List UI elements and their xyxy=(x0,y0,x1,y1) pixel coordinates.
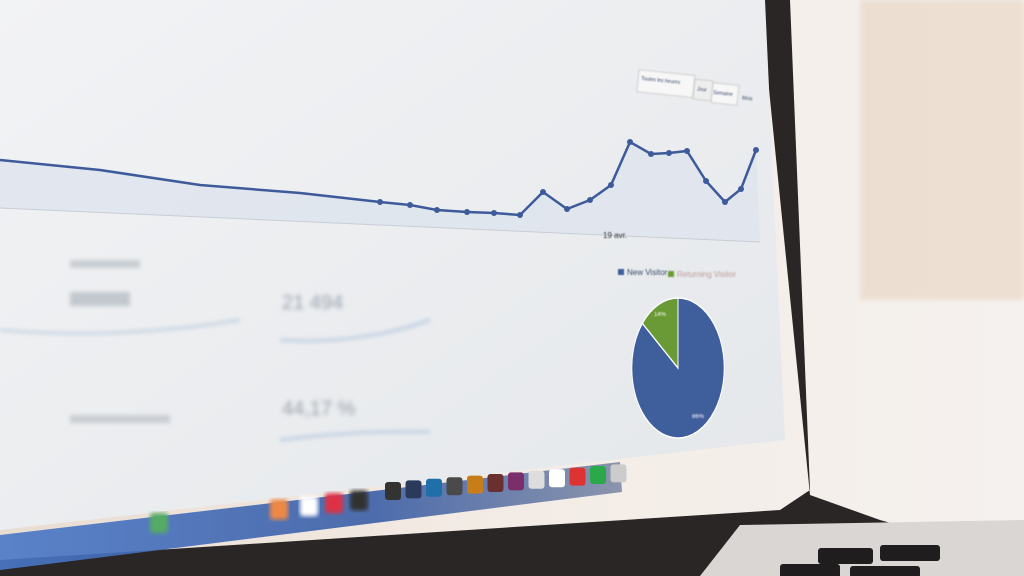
screen xyxy=(0,0,785,530)
keyboard-keys xyxy=(780,545,940,576)
date-label: 19 avr. xyxy=(603,231,628,240)
stat-value-rate: 44,17 % xyxy=(282,398,356,420)
line-chart-point xyxy=(608,182,614,188)
legend-swatch-returning xyxy=(668,271,674,277)
line-chart-series xyxy=(0,140,758,217)
x-axis xyxy=(0,207,761,243)
line-chart-point xyxy=(491,210,497,216)
line-chart-point xyxy=(564,206,570,212)
pie-label-returning: 14% xyxy=(654,312,667,318)
line-chart-area xyxy=(0,142,760,242)
line-chart-point xyxy=(666,150,672,156)
line-chart-point xyxy=(648,151,654,157)
dock-app-icon[interactable] xyxy=(446,477,463,496)
dock-app-icon[interactable] xyxy=(569,467,586,486)
line-chart-point xyxy=(703,178,709,184)
pie-chart xyxy=(631,297,725,439)
line-chart-point xyxy=(627,139,633,145)
line-chart-point xyxy=(517,212,523,218)
dock-app-icon[interactable] xyxy=(487,474,504,492)
line-chart-point xyxy=(434,207,440,213)
dock-app-icon[interactable] xyxy=(590,466,606,484)
line-chart-point xyxy=(722,199,728,205)
legend-returning-visitor: Returning Visitor xyxy=(668,270,736,279)
dock-app-icon[interactable] xyxy=(508,472,524,491)
dock-app-icon[interactable] xyxy=(270,499,288,520)
range-buttons xyxy=(636,69,740,106)
dock-app-icon[interactable] xyxy=(467,475,483,494)
line-chart-point xyxy=(464,209,470,215)
range-button-month[interactable]: Mois xyxy=(741,95,753,103)
line-chart-point xyxy=(738,186,744,192)
dock-app-icon[interactable] xyxy=(385,482,401,500)
range-button-day[interactable]: Jour xyxy=(696,86,708,94)
dock-app-icon[interactable] xyxy=(325,493,343,514)
dock-app-icon[interactable] xyxy=(549,469,565,488)
line-chart-point xyxy=(587,197,593,203)
dock-app-icon[interactable] xyxy=(610,464,627,483)
line-chart-point xyxy=(407,202,413,208)
dock-app-icon[interactable] xyxy=(350,490,368,511)
dock-app-icon[interactable] xyxy=(426,478,442,497)
legend-label: New Visitor xyxy=(627,268,668,277)
legend-label: Returning Visitor xyxy=(677,270,736,279)
dock-app-icon[interactable] xyxy=(528,470,545,489)
pie-slice-returning-visitor xyxy=(641,297,679,370)
dock-app-icon[interactable] xyxy=(405,480,422,499)
dock-icons[interactable] xyxy=(150,464,627,534)
dock-app-icon[interactable] xyxy=(150,513,168,534)
line-chart-point xyxy=(377,199,383,205)
stat-blocks xyxy=(0,260,431,441)
line-chart-point xyxy=(540,189,546,195)
dock-app-icon[interactable] xyxy=(300,496,318,517)
stat-value-sessions: 21 494 xyxy=(282,292,344,314)
legend-swatch-new xyxy=(618,269,624,275)
legend-new-visitor: New Visitor xyxy=(618,268,667,277)
pie-label-new: 86% xyxy=(692,414,705,420)
line-chart-point xyxy=(753,147,759,153)
line-chart-point xyxy=(684,148,690,154)
